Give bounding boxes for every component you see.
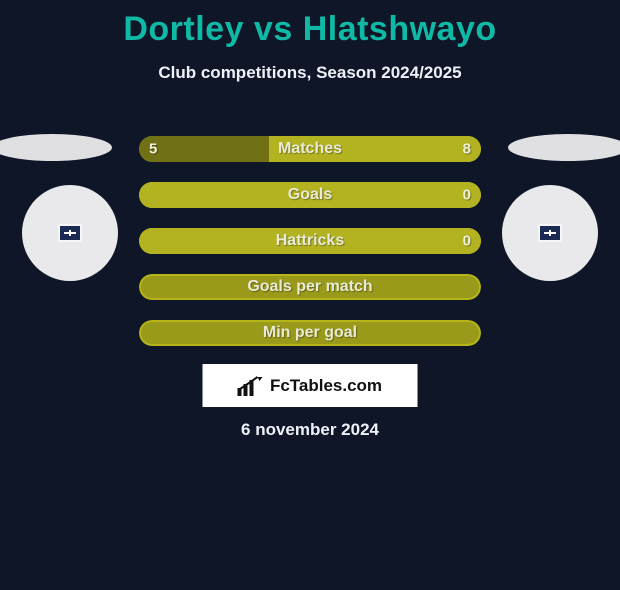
flag-icon bbox=[540, 226, 560, 240]
page-subtitle: Club competitions, Season 2024/2025 bbox=[0, 63, 620, 83]
flag-icon bbox=[60, 226, 80, 240]
stat-value-right: 0 bbox=[463, 187, 471, 204]
stat-label: Goals per match bbox=[139, 278, 481, 296]
left-player-circle bbox=[22, 185, 118, 281]
right-player-circle bbox=[502, 185, 598, 281]
stat-row: Goals0 bbox=[139, 182, 481, 208]
stat-row: Goals per match bbox=[139, 274, 481, 300]
stat-value-right: 0 bbox=[463, 233, 471, 250]
stat-value-left: 5 bbox=[149, 141, 157, 158]
comparison-table: Matches58Goals0Hattricks0Goals per match… bbox=[139, 136, 481, 366]
brand-label: FcTables.com bbox=[270, 376, 382, 396]
page-title: Dortley vs Hlatshwayo bbox=[0, 10, 620, 49]
stat-label: Goals bbox=[139, 186, 481, 204]
brand-bars-icon bbox=[238, 376, 264, 396]
left-ellipse bbox=[0, 134, 112, 161]
right-ellipse bbox=[508, 134, 620, 161]
stat-label: Hattricks bbox=[139, 232, 481, 250]
brand-badge: FcTables.com bbox=[203, 364, 418, 407]
stat-row: Matches5 8 bbox=[139, 136, 481, 162]
stat-row: Min per goal bbox=[139, 320, 481, 346]
stat-label: Min per goal bbox=[139, 324, 481, 342]
stat-value-right: 8 bbox=[463, 141, 471, 158]
stat-row: Hattricks0 bbox=[139, 228, 481, 254]
stat-label: Matches bbox=[139, 140, 481, 158]
date-label: 6 november 2024 bbox=[0, 420, 620, 440]
